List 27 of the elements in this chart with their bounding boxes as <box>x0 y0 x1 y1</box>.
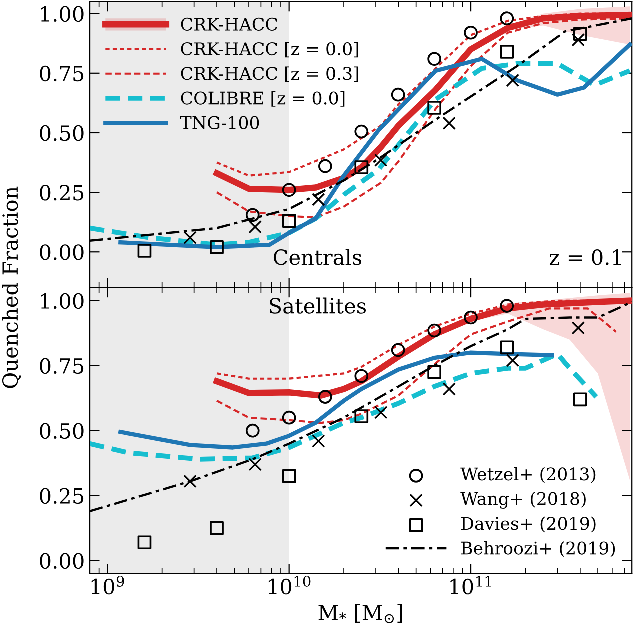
legend-label: Wetzel+ (2013) <box>460 467 596 484</box>
legend-label: CRK-HACC <box>181 18 278 31</box>
y-tick-label: 1.00 <box>41 6 84 22</box>
x-tick-label: 10$^{10}$ <box>268 576 311 595</box>
legend-label: CRK-HACC [z = 0.3] <box>181 66 358 82</box>
annotation: z = 0.1 <box>550 250 622 266</box>
legend-label: Davies+ (2019) <box>462 516 596 533</box>
y-tick-label: 0.75 <box>40 358 84 374</box>
y-axis-title: Quenched Fraction <box>2 186 22 388</box>
legend-label: COLIBRE [z = 0.0] <box>181 91 345 107</box>
x-axis-title: M$_{*}$ [M$_{⊙}$] <box>318 604 402 624</box>
legend-label: TNG-100 <box>180 116 260 130</box>
legend-label: Behroozi+ (2019) <box>462 541 616 558</box>
annotation: Centrals <box>274 249 362 266</box>
legend-label: Wang+ (2018) <box>460 492 586 509</box>
y-tick-label: 0.25 <box>40 185 84 201</box>
legend-label: CRK-HACC [z = 0.0] <box>181 42 358 58</box>
y-tick-label: 0.25 <box>40 488 84 504</box>
y-tick-label: 0.50 <box>40 125 84 142</box>
y-tick-label: 0.00 <box>40 244 84 260</box>
annotation: Satellites <box>270 298 366 314</box>
x-tick-label: 10$^{9}$ <box>92 576 124 595</box>
x-tick-label: 10$^{11}$ <box>450 576 492 595</box>
y-tick-label: 0.50 <box>40 423 84 440</box>
y-tick-label: 0.00 <box>40 553 84 570</box>
y-tick-label: 1.00 <box>41 293 84 310</box>
y-tick-label: 0.75 <box>40 66 84 82</box>
